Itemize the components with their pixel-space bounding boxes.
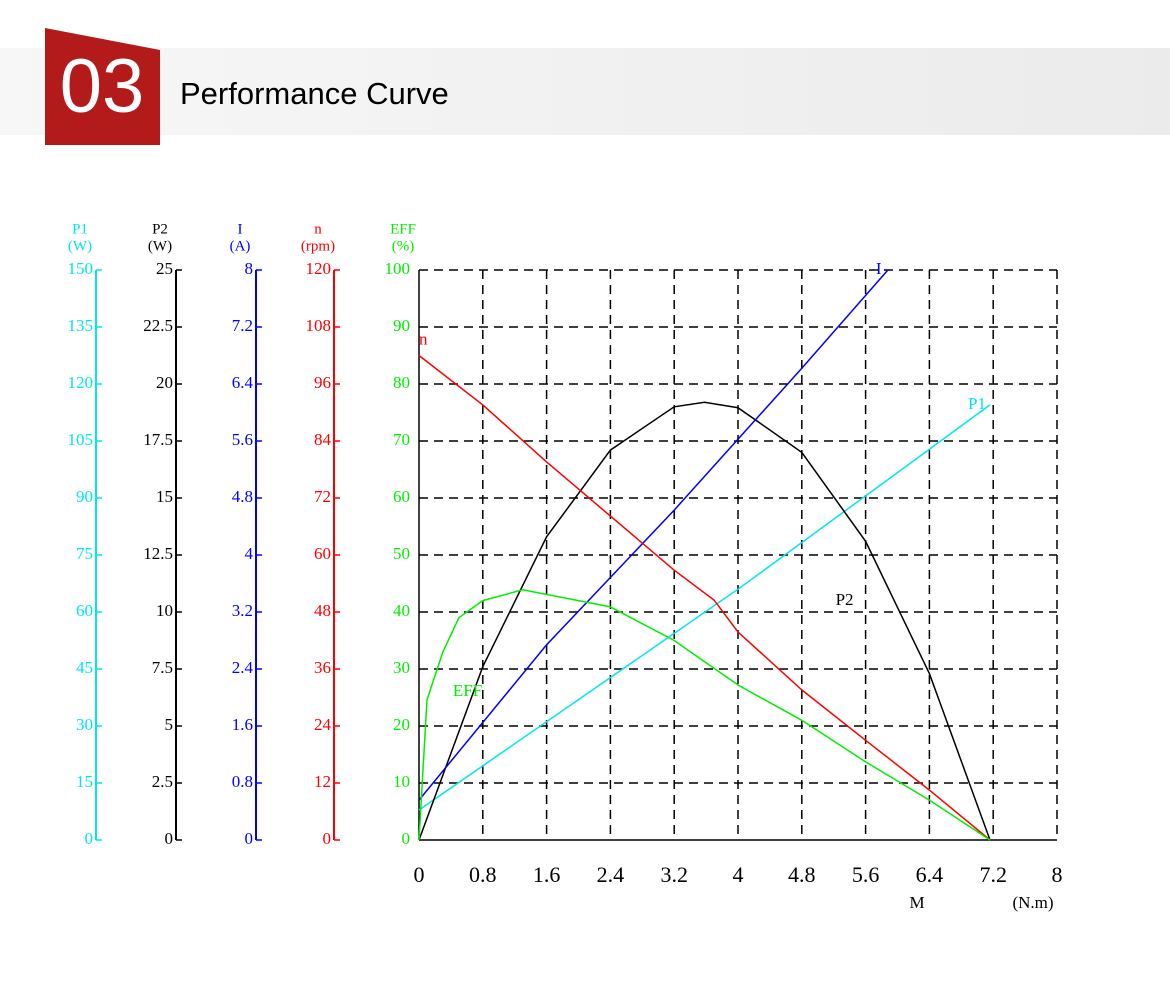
x-tick-label: 7.2 [979, 862, 1007, 887]
y-tick-label: 48 [314, 601, 331, 620]
axis-name: P1 [72, 221, 88, 237]
y-tick-label: 22.5 [143, 316, 173, 335]
x-tick-label: 6.4 [916, 862, 944, 887]
y-tick-label: 96 [314, 373, 331, 392]
header-badge [45, 28, 160, 145]
y-tick-label: 4.8 [232, 487, 253, 506]
y-tick-label: 15 [76, 772, 93, 791]
y-tick-label: 6.4 [232, 373, 254, 392]
y-tick-label: 105 [68, 430, 94, 449]
y-tick-label: 5 [165, 715, 174, 734]
y-tick-label: 24 [314, 715, 332, 734]
series-line [418, 589, 991, 841]
x-axis-label: M [909, 893, 924, 912]
y-tick-label: 20 [393, 715, 410, 734]
x-axis-unit: (N.m) [1012, 893, 1053, 912]
y-tick-label: 45 [76, 658, 93, 677]
y-tick-label: 30 [76, 715, 93, 734]
y-tick-label: 120 [68, 373, 94, 392]
y-tick-label: 10 [393, 772, 410, 791]
y-tick-label: 0 [165, 829, 174, 848]
y-tick-label: 1.6 [232, 715, 253, 734]
y-tick-label: 90 [393, 316, 410, 335]
y-tick-label: 0 [245, 829, 254, 848]
series-line [418, 354, 991, 841]
axis-name: P2 [152, 221, 168, 237]
x-tick-label: 2.4 [597, 862, 625, 887]
y-tick-label: 60 [393, 487, 410, 506]
series-label: P2 [836, 590, 854, 609]
series-label: n [419, 329, 428, 348]
y-tick-label: 0.8 [232, 772, 253, 791]
y-tick-label: 90 [76, 487, 93, 506]
y-tick-label: 0 [323, 829, 332, 848]
series-line [418, 401, 991, 841]
axis-name: n [314, 221, 322, 237]
series-line [418, 404, 991, 811]
x-tick-label: 4 [733, 862, 744, 887]
series-line [418, 269, 889, 801]
y-tick-label: 40 [393, 601, 410, 620]
y-tick-label: 135 [68, 316, 94, 335]
series-label: P1 [968, 394, 986, 413]
y-tick-label: 17.5 [143, 430, 173, 449]
x-tick-label: 0.8 [469, 862, 497, 887]
x-tick-label: 3.2 [660, 862, 688, 887]
y-tick-label: 70 [393, 430, 410, 449]
axis-name: I [238, 221, 243, 237]
axis-unit: (rpm) [301, 238, 335, 254]
y-tick-label: 8 [245, 259, 254, 278]
y-tick-label: 20 [156, 373, 173, 392]
axis-unit: (%) [392, 238, 415, 254]
y-tick-label: 3.2 [232, 601, 253, 620]
y-tick-label: 0 [402, 829, 411, 848]
y-tick-label: 75 [76, 544, 93, 563]
y-tick-label: 5.6 [232, 430, 253, 449]
y-tick-label: 7.2 [232, 316, 253, 335]
y-tick-label: 4 [245, 544, 254, 563]
y-tick-label: 12 [314, 772, 331, 791]
series-label: I [876, 259, 882, 278]
y-tick-label: 12.5 [143, 544, 173, 563]
series-label: EFF [453, 681, 482, 700]
y-tick-label: 15 [156, 487, 173, 506]
axis-name: EFF [390, 221, 416, 237]
y-tick-label: 50 [393, 544, 410, 563]
y-tick-label: 25 [156, 259, 173, 278]
y-tick-label: 36 [314, 658, 331, 677]
x-tick-label: 5.6 [852, 862, 880, 887]
y-tick-label: 7.5 [152, 658, 173, 677]
x-tick-label: 8 [1052, 862, 1063, 887]
y-tick-label: 2.4 [232, 658, 254, 677]
y-tick-label: 84 [314, 430, 332, 449]
x-tick-label: 4.8 [788, 862, 816, 887]
y-tick-label: 10 [156, 601, 173, 620]
y-tick-label: 120 [306, 259, 332, 278]
y-tick-label: 72 [314, 487, 331, 506]
y-tick-label: 0 [85, 829, 94, 848]
header-number: 03 [60, 44, 145, 129]
y-tick-label: 60 [76, 601, 93, 620]
y-tick-label: 100 [385, 259, 411, 278]
y-tick-label: 80 [393, 373, 410, 392]
y-tick-label: 30 [393, 658, 410, 677]
axis-unit: (A) [230, 238, 251, 254]
axis-unit: (W) [68, 238, 92, 254]
y-tick-label: 150 [68, 259, 94, 278]
axis-unit: (W) [148, 238, 172, 254]
header-bar [0, 48, 1170, 135]
y-tick-label: 60 [314, 544, 331, 563]
y-tick-label: 108 [306, 316, 332, 335]
header-title: Performance Curve [180, 76, 449, 111]
x-tick-label: 0 [414, 862, 425, 887]
y-tick-label: 2.5 [152, 772, 173, 791]
x-tick-label: 1.6 [533, 862, 561, 887]
